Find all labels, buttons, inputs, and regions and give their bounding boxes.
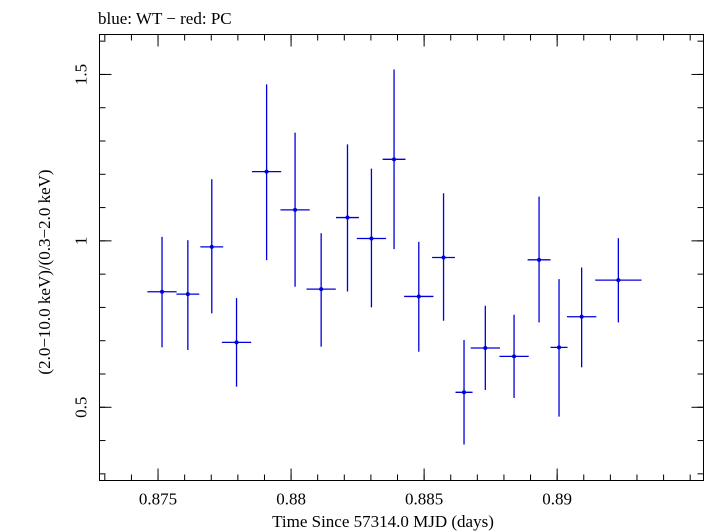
data-point: [455, 340, 473, 445]
point-marker: [483, 346, 488, 351]
data-point: [221, 298, 252, 387]
point-marker: [293, 207, 298, 212]
data-point: [470, 305, 500, 390]
point-marker: [512, 354, 517, 359]
axis-ticks: [99, 34, 704, 481]
data-point: [176, 240, 200, 351]
point-marker: [462, 390, 467, 395]
data-point: [382, 69, 406, 250]
data-points: [147, 69, 642, 445]
point-marker: [392, 157, 397, 162]
data-point: [280, 132, 310, 287]
point-marker: [345, 215, 350, 220]
data-point: [404, 241, 434, 352]
point-marker: [441, 255, 446, 260]
point-marker: [185, 292, 190, 297]
x-tick-label: 0.88: [276, 490, 306, 509]
plot-frame: [99, 34, 704, 481]
x-axis-label: Time Since 57314.0 MJD (days): [272, 512, 494, 531]
point-marker: [209, 244, 214, 249]
y-tick-label: 1: [72, 237, 91, 246]
axis-tick-labels: 0.875 0.88 0.885 0.89 0.5 1 1.5: [72, 64, 573, 509]
data-point: [336, 144, 359, 292]
data-point: [356, 168, 387, 308]
data-point: [567, 267, 597, 368]
point-marker: [416, 294, 421, 299]
point-marker: [264, 169, 269, 174]
data-point: [147, 236, 177, 348]
point-marker: [234, 340, 239, 345]
y-axis-label: (2.0−10.0 keV)/(0.3−2.0 keV): [35, 169, 54, 374]
x-tick-label: 0.89: [542, 490, 572, 509]
point-marker: [319, 287, 324, 292]
x-tick-label: 0.875: [139, 490, 177, 509]
y-tick-label: 0.5: [72, 397, 91, 418]
data-point: [499, 314, 529, 398]
data-point: [550, 279, 568, 417]
data-point: [595, 238, 642, 323]
data-point: [432, 193, 455, 321]
data-point: [527, 196, 551, 323]
y-tick-label: 1.5: [72, 64, 91, 85]
x-tick-label: 0.885: [405, 490, 443, 509]
data-point: [200, 179, 224, 314]
chart-title: blue: WT − red: PC: [98, 9, 232, 28]
point-marker: [616, 278, 621, 283]
point-marker: [369, 236, 374, 241]
point-marker: [579, 314, 584, 319]
point-marker: [160, 289, 165, 294]
data-point: [306, 233, 336, 347]
point-marker: [557, 345, 562, 350]
data-point: [251, 84, 282, 261]
point-marker: [537, 257, 542, 262]
